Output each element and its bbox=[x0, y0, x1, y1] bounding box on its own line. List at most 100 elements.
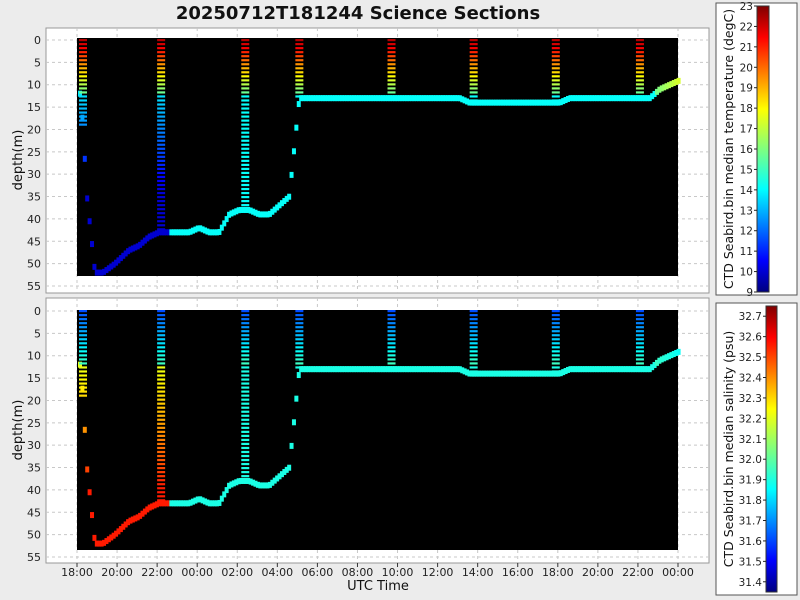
depth-tick-label: 15 bbox=[27, 101, 41, 114]
track-cell bbox=[498, 99, 503, 106]
track-cell bbox=[186, 229, 191, 236]
cast-cell bbox=[635, 79, 644, 82]
track-cell bbox=[284, 195, 289, 202]
temperature-section-data bbox=[78, 39, 681, 276]
track-cell bbox=[573, 95, 578, 102]
cast-cell bbox=[295, 43, 304, 46]
track-cell bbox=[590, 95, 595, 102]
cast-cell bbox=[241, 131, 250, 134]
cast-cell bbox=[157, 414, 166, 417]
track-cell bbox=[313, 366, 318, 373]
track-cell bbox=[438, 366, 443, 373]
cast-cell bbox=[635, 71, 644, 74]
track-cell bbox=[376, 366, 381, 373]
track-cell bbox=[207, 500, 212, 507]
cast-cell bbox=[241, 107, 250, 110]
cast-cell bbox=[157, 115, 166, 118]
track-cell bbox=[433, 95, 438, 102]
cast-cell bbox=[241, 446, 250, 450]
cast-cell bbox=[635, 318, 644, 321]
time-tick-label: 22:00 bbox=[141, 566, 173, 579]
track-cell bbox=[94, 540, 99, 547]
track-cell bbox=[260, 211, 265, 218]
depth-tick-label: 30 bbox=[27, 168, 41, 181]
cast-cell bbox=[241, 39, 250, 42]
track-cell bbox=[270, 479, 275, 486]
salinity-depth-ticks: 0 5 10 15 20 25 30 35 40 45 50 55 bbox=[27, 305, 41, 564]
track-cell bbox=[467, 99, 472, 106]
track-cell bbox=[587, 95, 592, 102]
track-cell bbox=[263, 211, 268, 218]
track-cell bbox=[308, 95, 313, 102]
track-cell bbox=[157, 229, 162, 236]
track-cell bbox=[106, 265, 111, 272]
time-tick-label: 06:00 bbox=[302, 566, 334, 579]
track-cell bbox=[652, 91, 657, 98]
track-cell bbox=[169, 229, 174, 236]
track-cell bbox=[604, 95, 609, 102]
track-cell bbox=[97, 540, 102, 547]
salinity-section-black bbox=[77, 310, 678, 550]
track-cell bbox=[349, 366, 354, 373]
track-cell bbox=[104, 538, 109, 545]
cast-cell bbox=[295, 330, 304, 333]
track-cell bbox=[501, 99, 506, 106]
track-cell bbox=[676, 77, 681, 84]
cast-cell bbox=[79, 47, 88, 50]
cast-cell bbox=[241, 458, 250, 462]
cast-cell bbox=[157, 314, 166, 317]
track-cell bbox=[566, 95, 571, 102]
cast-cell bbox=[157, 47, 166, 50]
colorbar-tick-label: 12 bbox=[740, 226, 753, 238]
track-cell bbox=[397, 95, 402, 102]
track-cell bbox=[313, 95, 318, 102]
track-cell bbox=[159, 229, 164, 236]
cast-cell bbox=[79, 386, 88, 389]
depth-tick-label: 20 bbox=[27, 394, 41, 407]
track-cell bbox=[479, 99, 484, 106]
time-tick-label: 20:00 bbox=[101, 566, 133, 579]
track-cell bbox=[453, 95, 458, 102]
track-cell bbox=[527, 370, 532, 377]
track-cell bbox=[99, 269, 104, 276]
colorbar-tick-label: 32.7 bbox=[739, 311, 762, 323]
track-cell bbox=[503, 99, 508, 106]
colorbar-tick-label: 32.5 bbox=[739, 352, 762, 364]
track-cell bbox=[291, 148, 296, 155]
cast-cell bbox=[241, 204, 250, 207]
track-cell bbox=[236, 207, 241, 214]
track-cell bbox=[666, 82, 671, 89]
track-cell bbox=[611, 366, 616, 373]
track-cell bbox=[621, 95, 626, 102]
track-cell bbox=[505, 370, 510, 377]
track-cell bbox=[513, 99, 518, 106]
track-cell bbox=[638, 366, 643, 373]
depth-tick-label: 5 bbox=[34, 56, 41, 69]
track-cell bbox=[416, 366, 421, 373]
track-cell bbox=[210, 500, 215, 507]
depth-tick-label: 50 bbox=[27, 258, 41, 271]
cast-cell bbox=[79, 338, 88, 341]
cast-cell bbox=[241, 406, 250, 409]
cast-cell bbox=[469, 95, 478, 98]
track-cell bbox=[419, 366, 424, 373]
cast-cell bbox=[635, 322, 644, 325]
track-cell bbox=[344, 366, 349, 373]
cast-cell bbox=[469, 71, 478, 74]
temperature-colorbar-label: CTD Seabird.bin median temperature (degC… bbox=[721, 9, 736, 289]
track-cell bbox=[178, 229, 183, 236]
cast-cell bbox=[79, 310, 88, 313]
track-cell bbox=[315, 95, 320, 102]
track-cell bbox=[474, 99, 479, 106]
track-cell bbox=[212, 500, 217, 507]
track-cell bbox=[522, 370, 527, 377]
track-cell bbox=[578, 95, 583, 102]
track-cell bbox=[539, 99, 544, 106]
track-cell bbox=[654, 359, 659, 366]
track-cell bbox=[296, 101, 301, 108]
track-cell bbox=[188, 228, 193, 235]
cast-cell bbox=[157, 326, 166, 329]
cast-cell bbox=[241, 426, 250, 429]
track-cell bbox=[130, 516, 135, 523]
cast-cell bbox=[241, 362, 250, 365]
